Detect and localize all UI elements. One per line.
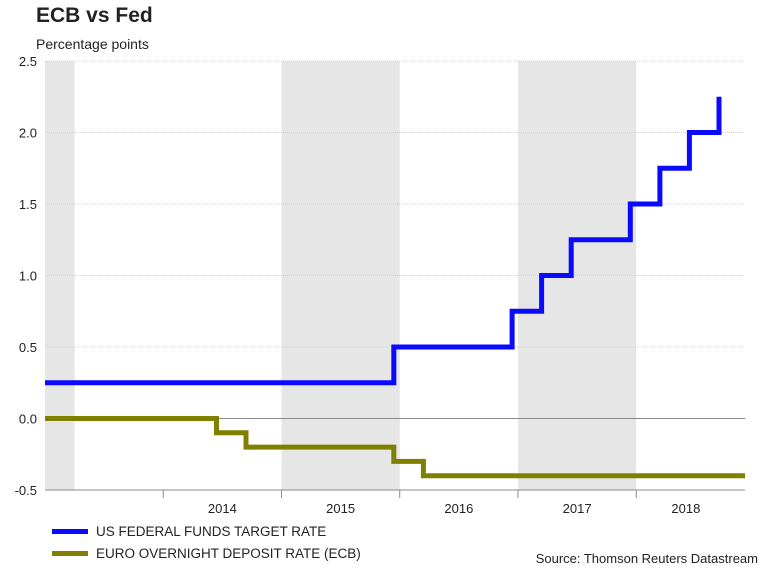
x-tick-label: 2014 — [208, 501, 237, 516]
legend-swatch-ecb — [52, 550, 88, 556]
legend-item-ecb: EURO OVERNIGHT DEPOSIT RATE (ECB) — [52, 542, 361, 564]
legend-label-fed: US FEDERAL FUNDS TARGET RATE — [96, 523, 327, 539]
legend-label-ecb: EURO OVERNIGHT DEPOSIT RATE (ECB) — [96, 545, 361, 561]
legend: US FEDERAL FUNDS TARGET RATE EURO OVERNI… — [52, 520, 361, 564]
y-tick-label: 1.5 — [19, 197, 37, 212]
series-line-ecb — [45, 416, 745, 479]
y-tick-label: 1.0 — [19, 269, 37, 284]
source-note: Source: Thomson Reuters Datastream — [535, 551, 758, 566]
y-tick-label: -0.5 — [15, 483, 37, 498]
y-tick-label: 2.0 — [19, 126, 37, 141]
x-tick-label: 2016 — [444, 501, 473, 516]
chart-title: ECB vs Fed — [36, 4, 153, 27]
chart-subtitle: Percentage points — [36, 36, 149, 52]
x-tick-label: 2015 — [326, 501, 355, 516]
legend-item-fed: US FEDERAL FUNDS TARGET RATE — [52, 520, 361, 542]
y-tick-label: 0.5 — [19, 340, 37, 355]
x-tick-label: 2017 — [563, 501, 592, 516]
y-tick-label: 0.0 — [19, 412, 37, 427]
series-line-fed — [45, 96, 722, 386]
legend-swatch-fed — [52, 528, 88, 534]
x-tick-label: 2018 — [671, 501, 700, 516]
y-tick-label: 2.5 — [19, 54, 37, 69]
